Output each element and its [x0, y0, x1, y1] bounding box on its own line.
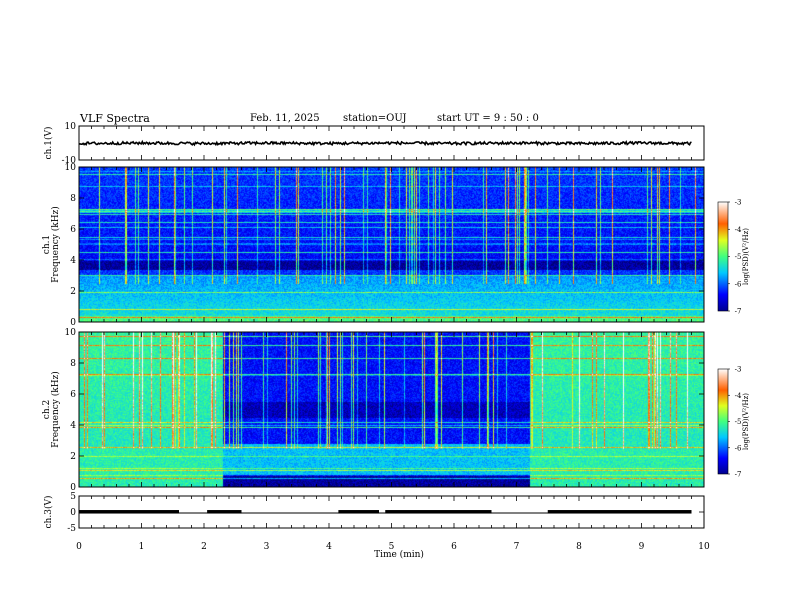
ch2-spectrogram-ylabel: ch.2 — [42, 400, 52, 419]
ch2-colorbar-tick-label: -7 — [735, 471, 742, 479]
ch1-waveform-ytick-label: 10 — [65, 122, 77, 132]
start-time-label: start UT = 9 : 50 : 0 — [437, 113, 539, 124]
x-tick-label: 6 — [451, 542, 457, 552]
x-tick-label: 0 — [76, 542, 82, 552]
ch1-spectrogram-ytick-label: 6 — [70, 225, 76, 235]
x-tick-label: 9 — [639, 542, 645, 552]
x-tick-label: 4 — [326, 542, 332, 552]
ch1-colorbar-tick-label: -3 — [735, 199, 742, 207]
ch2-spectrogram-image — [79, 332, 704, 487]
ch1-colorbar-tick-label: -4 — [735, 226, 742, 234]
station-label: station=OUJ — [343, 113, 407, 124]
ch1-spectrogram-ylabel: ch.1 — [42, 235, 52, 254]
x-tick-label: 7 — [514, 542, 520, 552]
ch3-high-segment — [207, 510, 242, 514]
x-tick-label: 1 — [139, 542, 145, 552]
ch1-waveform-trace — [78, 139, 692, 147]
ch1-spectrogram-image — [79, 167, 704, 322]
ch1-waveform-ytick-label: -10 — [62, 156, 77, 166]
ch1-spectrogram-ytick-label: 10 — [65, 163, 77, 173]
ch3-high-segment — [338, 510, 379, 514]
x-axis-label: Time (min) — [374, 549, 424, 560]
ch2-colorbar-tick-label: -4 — [735, 392, 742, 400]
x-tick-label: 3 — [264, 542, 270, 552]
ch1-spectrogram-ylabel: Frequency (kHz) — [50, 206, 61, 283]
x-tick-label: 8 — [576, 542, 582, 552]
ch1-spectrogram-ytick-label: 4 — [70, 256, 76, 266]
ch3-digital-ytick-label: 0 — [70, 508, 76, 518]
ch3-digital-ytick-label: -5 — [67, 524, 76, 534]
ch2-spectrogram-ytick-label: 2 — [70, 452, 76, 462]
ch2-spectrogram-ytick-label: 8 — [70, 359, 76, 369]
ch3-high-segment — [79, 510, 179, 514]
ch3-digital-ylabel: ch.3(V) — [43, 496, 54, 529]
ch1-colorbar — [717, 201, 729, 312]
date-label: Feb. 11, 2025 — [250, 113, 320, 124]
ch1-spectrogram-ytick-label: 2 — [70, 287, 76, 297]
ch2-spectrogram-ylabel: Frequency (kHz) — [50, 371, 61, 448]
ch2-colorbar — [717, 368, 729, 475]
x-tick-label: 5 — [389, 542, 395, 552]
ch1-colorbar-tick-label: -6 — [735, 280, 742, 288]
ch1-spectrogram-ytick-label: 0 — [70, 318, 76, 328]
ch2-colorbar-tick-label: -3 — [735, 366, 742, 374]
ch3-digital-ytick-label: 5 — [70, 492, 76, 502]
ch2-spectrogram-ytick-label: 0 — [70, 483, 76, 493]
ch1-spectrogram-ytick-label: 8 — [70, 194, 76, 204]
ch3-high-segment — [547, 510, 692, 514]
ch1-colorbar-tick-label: -5 — [735, 253, 742, 261]
ch1-waveform-ylabel: ch.1(V) — [43, 127, 54, 160]
x-tick-label: 10 — [698, 542, 710, 552]
ch2-colorbar-tick-label: -5 — [735, 418, 742, 426]
ch2-colorbar-tick-label: -6 — [735, 444, 742, 452]
ch1-colorbar-tick-label: -7 — [735, 308, 742, 316]
ch2-spectrogram-ytick-label: 10 — [65, 328, 77, 338]
x-tick-label: 2 — [201, 542, 207, 552]
ch1-colorbar-label: log(PSD)(V²/Hz) — [742, 228, 750, 285]
ch3-high-segment — [385, 510, 492, 514]
ch2-spectrogram-ytick-label: 4 — [70, 421, 76, 431]
ch2-colorbar-label: log(PSD)(V²/Hz) — [742, 393, 750, 450]
title: VLF Spectra — [80, 112, 150, 125]
ch2-spectrogram-ytick-label: 6 — [70, 390, 76, 400]
